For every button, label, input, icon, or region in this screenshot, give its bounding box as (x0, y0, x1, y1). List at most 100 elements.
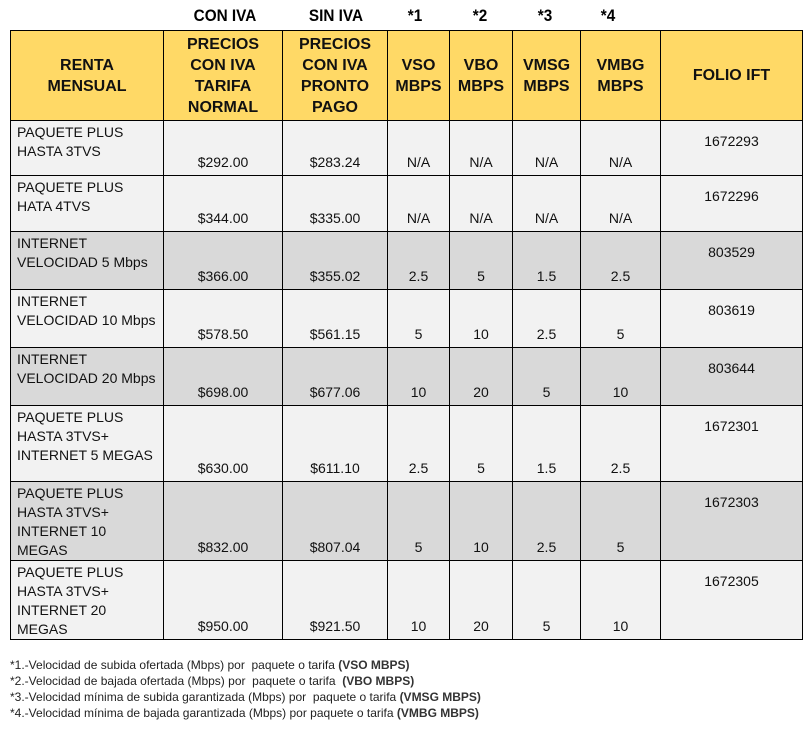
cell-name: PAQUETE PLUS HASTA 3TVS+ INTERNET 5 MEGA… (10, 405, 164, 482)
header-vbo: VBO MBPS (449, 30, 513, 121)
cell-vso: N/A (387, 120, 450, 176)
cell-vbo: 5 (449, 405, 513, 482)
cell-pronto: $283.24 (282, 120, 388, 176)
header-vso: VSO MBPS (387, 30, 450, 121)
top-label-sin-iva: SIN IVA (308, 6, 364, 25)
top-label-note3: *3 (537, 6, 553, 25)
cell-normal: $950.00 (163, 560, 283, 640)
cell-vmsg: N/A (512, 120, 581, 176)
cell-vmbg: 2.5 (580, 405, 661, 482)
footnote-text: *2.-Velocidad de bajada ofertada (Mbps) … (10, 674, 343, 688)
top-label-note1: *1 (407, 6, 423, 25)
cell-folio: 1672303 (660, 481, 803, 561)
cell-vmsg: 5 (512, 560, 581, 640)
table-row: PAQUETE PLUS HASTA 3TVS+ INTERNET 20 MEG… (10, 560, 803, 640)
footnote-text: *3.-Velocidad mínima de subida garantiza… (10, 690, 400, 704)
cell-normal: $292.00 (163, 120, 283, 176)
cell-folio: 1672301 (660, 405, 803, 482)
footnote-abbr: (VMSG MBPS) (399, 690, 481, 704)
cell-vbo: 20 (449, 347, 513, 406)
cell-vmbg: 5 (580, 289, 661, 348)
cell-vmsg: 1.5 (512, 231, 581, 290)
cell-vso: 10 (387, 347, 450, 406)
cell-vso: N/A (387, 175, 450, 232)
cell-vbo: 5 (449, 231, 513, 290)
cell-vmbg: 10 (580, 347, 661, 406)
price-table: RENTA MENSUAL PRECIOS CON IVA TARIFA NOR… (10, 30, 803, 640)
cell-vmsg: 2.5 (512, 481, 581, 561)
cell-folio: 803529 (660, 231, 803, 290)
cell-vmsg: N/A (512, 175, 581, 232)
table-row: INTERNET VELOCIDAD 10 Mbps $578.50 $561.15… (10, 289, 803, 348)
cell-name: INTERNET VELOCIDAD 5 Mbps (10, 231, 164, 290)
cell-vbo: 10 (449, 481, 513, 561)
cell-name: PAQUETE PLUS HASTA 3TVS+ INTERNET 10 MEG… (10, 481, 164, 561)
cell-folio: 803619 (660, 289, 803, 348)
cell-vso: 5 (387, 481, 450, 561)
cell-vbo: N/A (449, 120, 513, 176)
cell-folio: 1672293 (660, 120, 803, 176)
cell-vmsg: 5 (512, 347, 581, 406)
cell-normal: $832.00 (163, 481, 283, 561)
cell-normal: $698.00 (163, 347, 283, 406)
cell-name: INTERNET VELOCIDAD 20 Mbps (10, 347, 164, 406)
cell-folio: 803644 (660, 347, 803, 406)
footnote: *4.-Velocidad mínima de bajada garantiza… (10, 705, 481, 721)
cell-normal: $344.00 (163, 175, 283, 232)
cell-vmsg: 1.5 (512, 405, 581, 482)
cell-pronto: $807.04 (282, 481, 388, 561)
cell-name: PAQUETE PLUS HASTA 3TVS (10, 120, 164, 176)
cell-vbo: 10 (449, 289, 513, 348)
cell-vbo: N/A (449, 175, 513, 232)
cell-vso: 10 (387, 560, 450, 640)
cell-vmbg: N/A (580, 120, 661, 176)
cell-vbo: 20 (449, 560, 513, 640)
header-vmbg: VMBG MBPS (580, 30, 661, 121)
cell-pronto: $611.10 (282, 405, 388, 482)
cell-vmbg: N/A (580, 175, 661, 232)
cell-folio: 1672296 (660, 175, 803, 232)
top-label-con-iva: CON IVA (193, 6, 257, 25)
cell-vmbg: 5 (580, 481, 661, 561)
cell-name: PAQUETE PLUS HASTA 3TVS+ INTERNET 20 MEG… (10, 560, 164, 640)
header-pronto: PRECIOS CON IVA PRONTO PAGO (282, 30, 388, 121)
footnote-abbr: (VMBG MBPS) (396, 706, 479, 720)
cell-normal: $578.50 (163, 289, 283, 348)
table-row: PAQUETE PLUS HASTA 3TVS+ INTERNET 5 MEGA… (10, 405, 803, 482)
cell-vmbg: 2.5 (580, 231, 661, 290)
footnote: *1.-Velocidad de subida ofertada (Mbps) … (10, 657, 481, 673)
cell-pronto: $561.15 (282, 289, 388, 348)
header-folio: FOLIO IFT (660, 30, 803, 121)
table-row: PAQUETE PLUS HASTA 3TVS+ INTERNET 10 MEG… (10, 481, 803, 561)
header-vmsg: VMSG MBPS (512, 30, 581, 121)
header-normal: PRECIOS CON IVA TARIFA NORMAL (163, 30, 283, 121)
cell-normal: $630.00 (163, 405, 283, 482)
cell-pronto: $677.06 (282, 347, 388, 406)
cell-pronto: $921.50 (282, 560, 388, 640)
table-row: INTERNET VELOCIDAD 20 Mbps $698.00 $677.06… (10, 347, 803, 406)
cell-name: PAQUETE PLUS HATA 4TVS (10, 175, 164, 232)
footnote-abbr: (VBO MBPS) (342, 674, 415, 688)
cell-pronto: $355.02 (282, 231, 388, 290)
cell-vmbg: 10 (580, 560, 661, 640)
cell-normal: $366.00 (163, 231, 283, 290)
footnote-abbr: (VSO MBPS) (338, 658, 410, 672)
footnote-text: *1.-Velocidad de subida ofertada (Mbps) … (10, 658, 339, 672)
table-row: PAQUETE PLUS HATA 4TVS $344.00 $335.00 N/A N… (10, 175, 803, 232)
cell-pronto: $335.00 (282, 175, 388, 232)
cell-name: INTERNET VELOCIDAD 10 Mbps (10, 289, 164, 348)
footnote: *2.-Velocidad de bajada ofertada (Mbps) … (10, 673, 481, 689)
top-label-note4: *4 (600, 6, 616, 25)
footnote-text: *4.-Velocidad mínima de bajada garantiza… (10, 706, 397, 720)
header-row: RENTA MENSUAL PRECIOS CON IVA TARIFA NOR… (10, 30, 803, 121)
cell-vso: 2.5 (387, 231, 450, 290)
cell-vso: 2.5 (387, 405, 450, 482)
cell-folio: 1672305 (660, 560, 803, 640)
footnote: *3.-Velocidad mínima de subida garantiza… (10, 689, 481, 705)
header-renta: RENTA MENSUAL (10, 30, 164, 121)
table-row: PAQUETE PLUS HASTA 3TVS $292.00 $283.24 N/A… (10, 120, 803, 176)
footnotes: *1.-Velocidad de subida ofertada (Mbps) … (10, 657, 481, 721)
top-label-note2: *2 (472, 6, 488, 25)
cell-vso: 5 (387, 289, 450, 348)
cell-vmsg: 2.5 (512, 289, 581, 348)
